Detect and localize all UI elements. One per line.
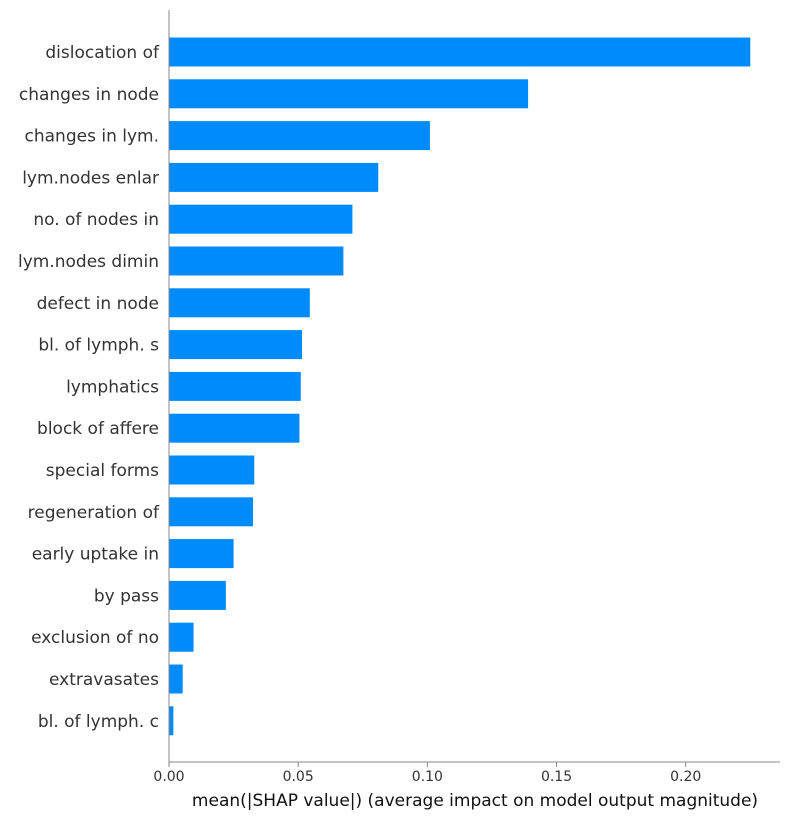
bar-6 [169,288,310,318]
bar-7 [169,330,303,360]
x-tick-label-3: 0.15 [541,769,572,785]
bar-11 [169,497,253,527]
category-label-8: lymphatics [66,377,159,397]
bar-15 [169,664,183,694]
category-label-3: lym.nodes enlar [22,168,159,188]
x-axis-title: mean(|SHAP value|) (average impact on mo… [192,791,758,811]
x-tick-label-2: 0.10 [412,769,443,785]
bar-13 [169,580,226,610]
category-label-4: no. of nodes in [33,210,159,230]
bar-0 [169,37,751,67]
category-label-5: lym.nodes dimin [18,252,159,272]
category-label-1: changes in node [19,85,159,105]
category-label-16: bl. of lymph. c [38,712,159,732]
bar-8 [169,371,301,401]
bars-layer [169,37,751,736]
category-label-7: bl. of lymph. s [38,336,159,356]
x-axis-ticks: 0.00 0.05 0.10 0.15 0.20 [153,762,701,785]
category-label-11: regeneration of [28,503,160,523]
category-labels: dislocation of changes in node changes in … [18,43,160,732]
x-tick-label-1: 0.05 [283,769,314,785]
bar-4 [169,204,353,234]
x-tick-label-4: 0.20 [670,769,701,785]
category-label-14: exclusion of no [31,628,159,648]
bar-2 [169,121,430,151]
bar-5 [169,246,344,276]
category-label-12: early uptake in [32,545,159,565]
category-label-13: by pass [94,586,159,606]
x-tick-label-0: 0.00 [153,769,184,785]
category-label-0: dislocation of [45,43,160,63]
category-label-9: block of affere [37,419,159,439]
bar-9 [169,413,300,443]
bar-16 [169,706,174,736]
category-label-10: special forms [46,461,159,481]
bar-10 [169,455,255,485]
category-label-15: extravasates [49,670,159,690]
bar-3 [169,162,379,192]
bar-14 [169,622,194,652]
bar-1 [169,79,529,109]
category-label-2: changes in lym. [25,127,159,147]
category-label-6: defect in node [37,294,159,314]
bar-12 [169,539,234,569]
